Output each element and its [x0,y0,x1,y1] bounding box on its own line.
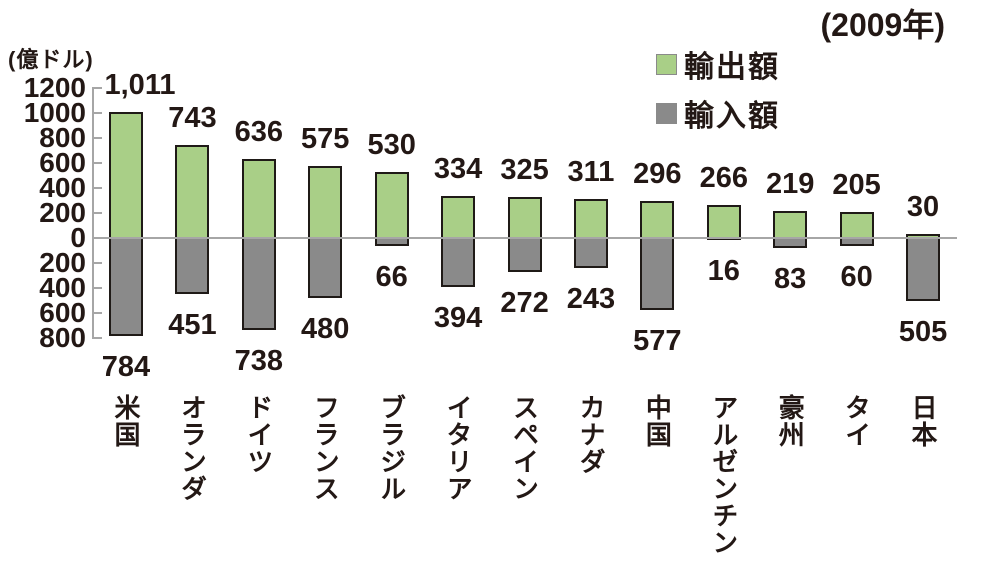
import-bar [441,238,476,288]
import-value-label: 272 [500,287,549,319]
export-value-label: 266 [699,161,748,194]
import-swatch-icon [656,102,677,124]
export-bar [109,111,143,238]
category-label: アルゼンチン [708,394,739,556]
axis-tick-label: 400 [39,272,86,303]
legend-item-exports: 輸出額 [656,46,780,84]
category-label: スペイン [509,394,540,502]
import-bar [175,238,210,295]
export-bar [374,171,409,238]
export-value-label: 1,011 [104,68,176,101]
import-bar [507,238,542,272]
export-value-label: 334 [433,153,483,186]
legend: 輸出額 輸入額 [656,46,780,144]
legend-item-imports: 輸入額 [656,95,780,133]
export-value-label: 30 [906,191,940,224]
axis-tick-label: 1000 [23,97,86,128]
export-bar [906,234,941,238]
y-axis-unit-label: (億ドル) [8,47,94,72]
axis-tick [92,112,102,114]
export-value-label: 636 [234,115,284,148]
legend-label-imports: 輸入額 [684,100,780,133]
category-label: 中国 [642,394,673,448]
import-bar [906,238,941,302]
axis-tick-label: 200 [39,247,86,278]
import-value-label: 738 [234,345,284,378]
import-value-label: 784 [101,351,151,383]
export-bar [241,158,276,238]
import-bar [839,238,874,246]
export-bar [773,210,808,238]
category-label: 豪州 [775,394,806,448]
legend-label-exports: 輸出額 [684,51,780,84]
category-label: イタリア [443,394,474,502]
export-bar [308,166,343,238]
category-label: カナダ [575,394,606,475]
axis-tick [92,162,102,164]
axis-tick [92,337,102,339]
chart-year-title: (2009年) [820,7,945,43]
import-bar [573,238,608,269]
axis-tick-label: 0 [70,222,86,253]
export-bar [839,212,874,238]
category-label: タイ [841,394,872,448]
export-value-label: 296 [633,158,682,190]
export-value-label: 530 [367,128,416,161]
axis-tick [92,262,102,264]
import-value-label: 16 [707,255,740,287]
import-value-label: 66 [375,261,408,294]
import-bar [706,238,741,240]
import-bar [374,238,409,247]
axis-tick [92,87,102,89]
export-value-label: 743 [168,102,217,135]
category-label: 米国 [111,394,141,448]
import-value-label: 60 [840,260,873,293]
import-bar [241,238,276,331]
import-bar [640,238,675,311]
axis-tick [92,312,102,314]
import-value-label: 83 [774,263,807,296]
export-bar [573,199,608,238]
zero-gridline [92,237,957,239]
export-bar [175,145,210,238]
axis-tick [92,187,102,189]
axis-tick-label: 1200 [23,72,86,103]
import-value-label: 243 [566,283,616,316]
import-value-label: 577 [633,325,682,358]
axis-tick [92,137,102,139]
axis-tick-label: 600 [39,147,86,178]
export-bar [441,196,476,238]
export-bar [507,197,542,238]
export-value-label: 575 [301,123,350,156]
axis-tick-label: 800 [39,322,86,353]
category-label: フランス [310,394,341,502]
export-value-label: 325 [500,154,549,187]
axis-tick-label: 200 [39,197,86,228]
axis-tick [92,287,102,289]
category-label: オランダ [177,394,208,502]
category-label: ブラジル [376,394,407,502]
export-swatch-icon [656,53,677,75]
category-label: ドイツ [243,394,274,475]
import-value-label: 451 [168,309,217,342]
axis-tick-label: 800 [39,122,86,153]
export-bar [640,201,675,238]
category-label: 日本 [908,394,939,448]
export-value-label: 219 [765,167,815,200]
axis-tick-label: 400 [39,172,86,203]
export-bar [706,204,741,238]
axis-tick [92,212,102,214]
import-value-label: 480 [301,313,350,345]
import-bar [773,238,808,249]
axis-tick-label: 600 [39,297,86,328]
export-value-label: 205 [832,169,881,202]
import-value-label: 505 [898,316,948,349]
import-value-label: 394 [433,302,483,335]
import-bar [109,238,143,336]
import-bar [308,238,343,298]
export-value-label: 311 [567,156,615,189]
